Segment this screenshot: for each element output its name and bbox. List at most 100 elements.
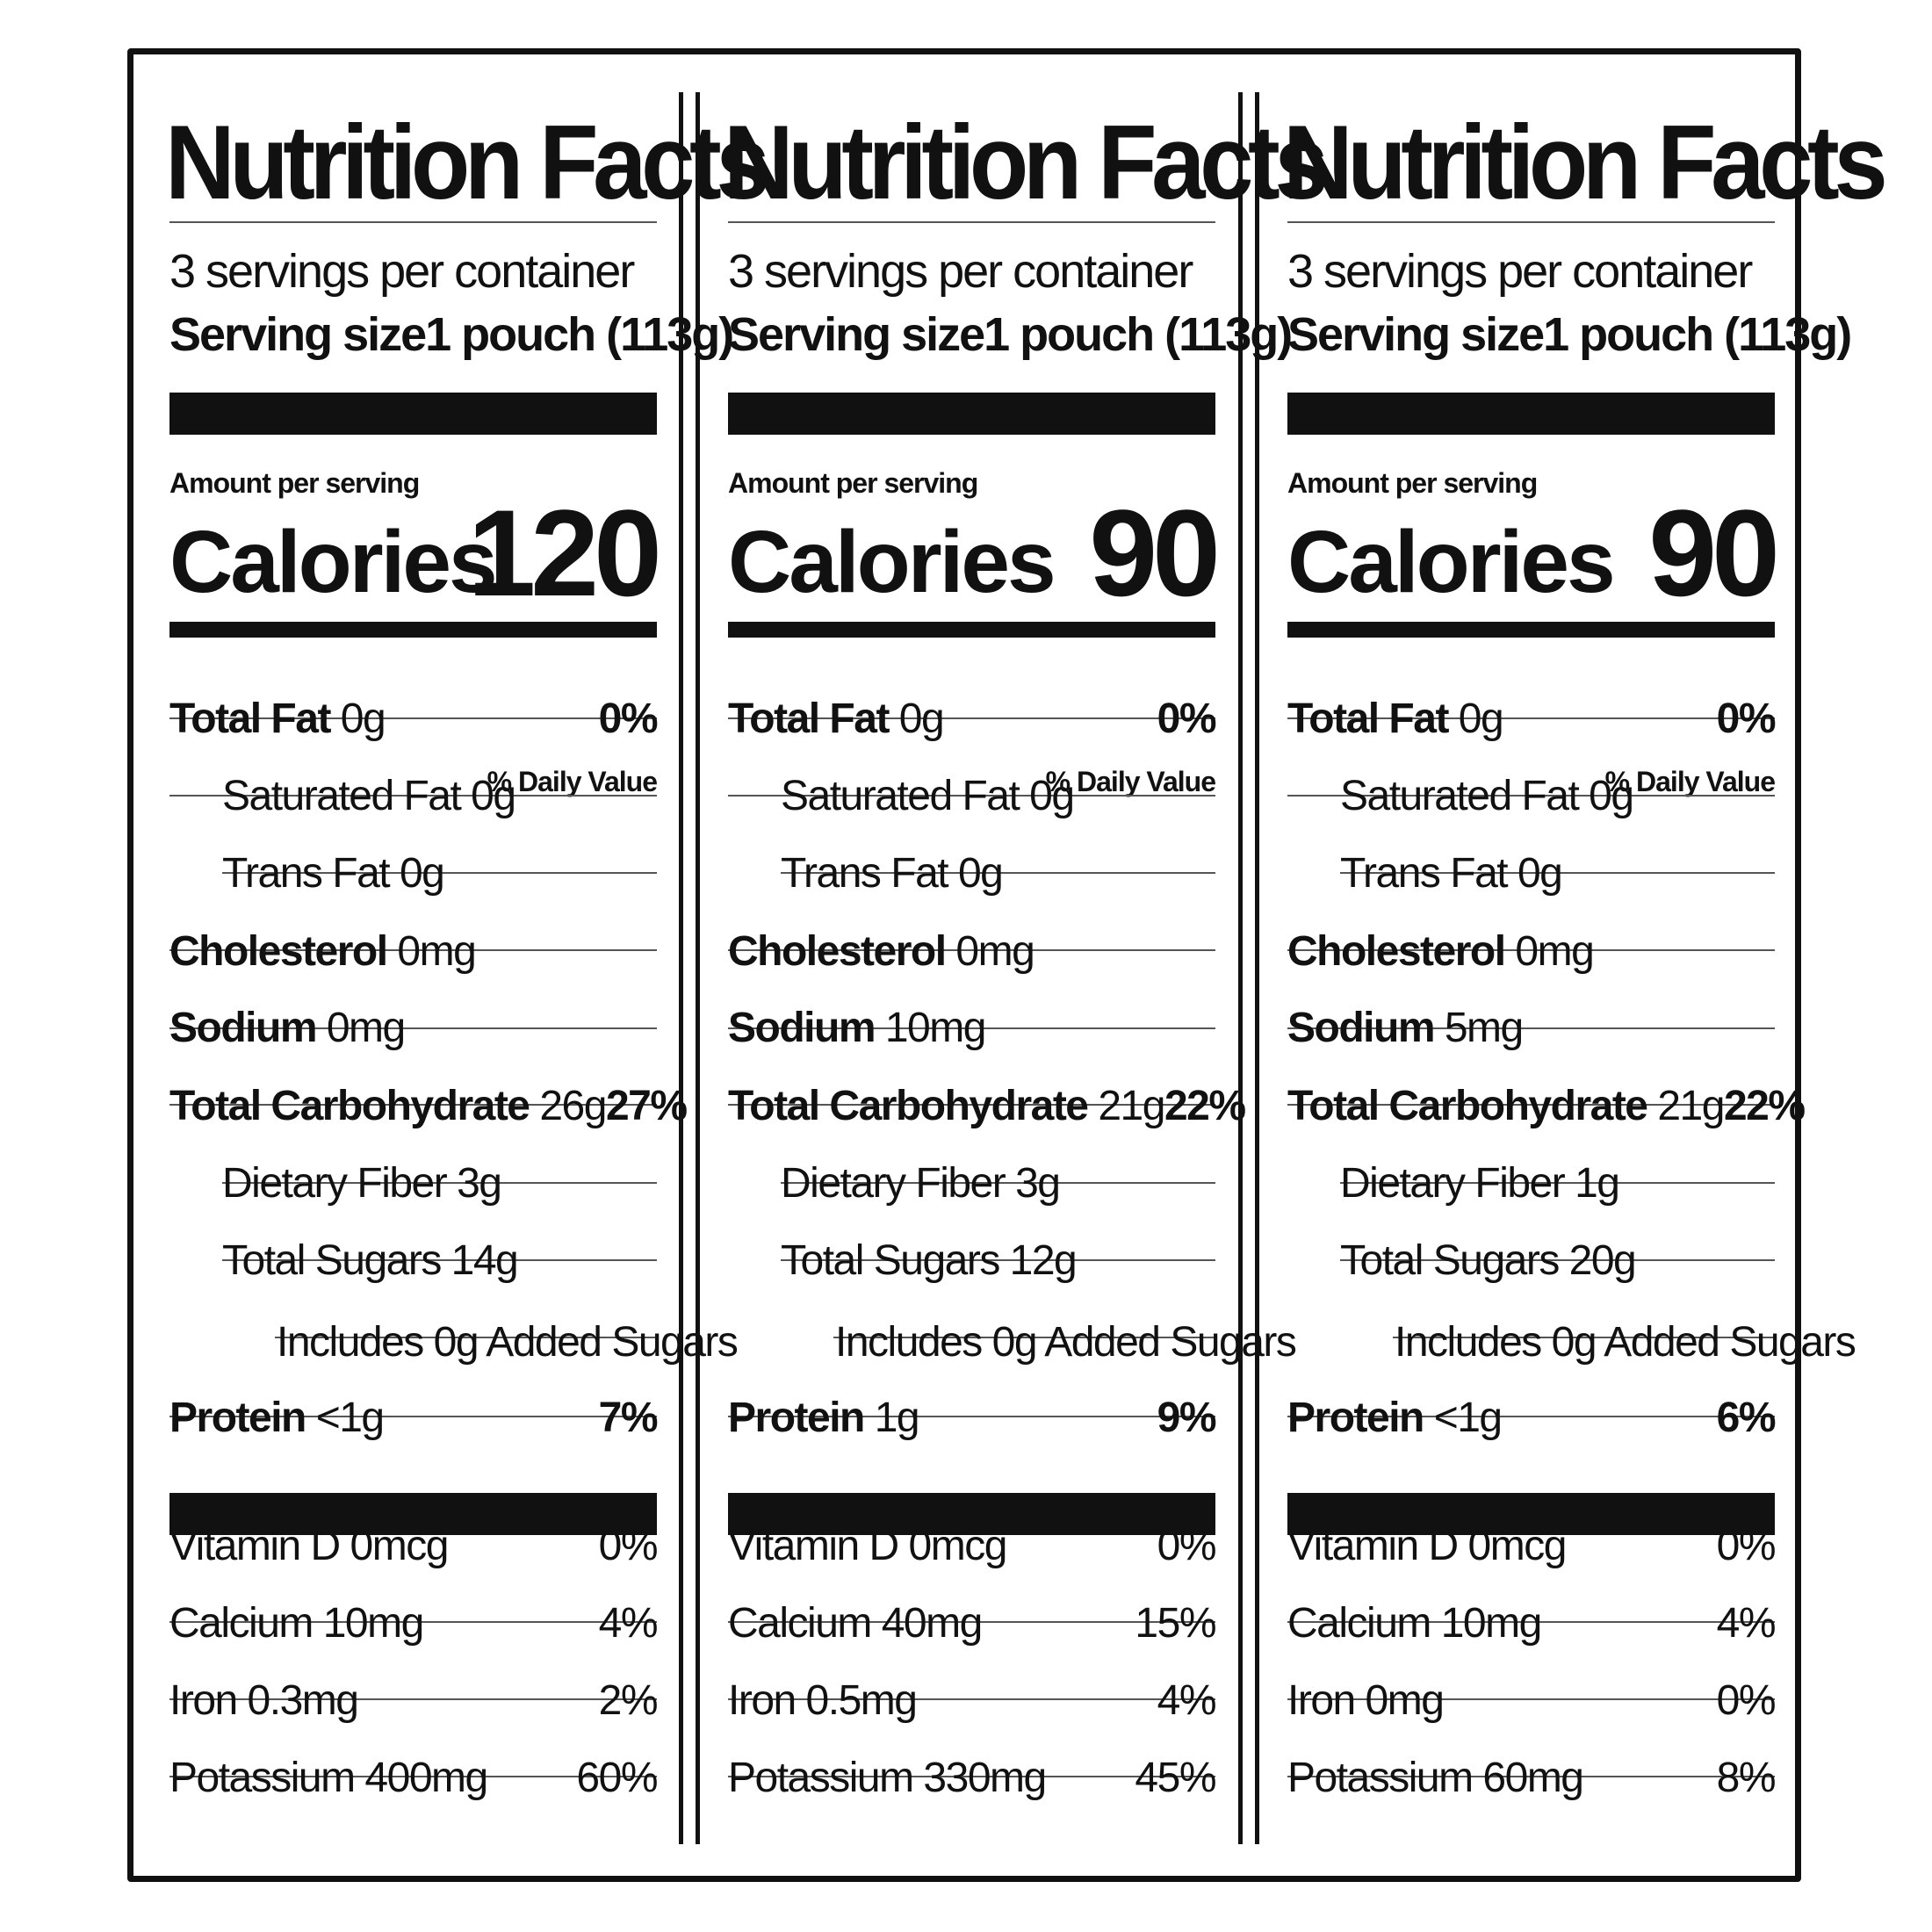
servings-per-container: 3 servings per container (169, 245, 635, 298)
serving-size-label: Serving size (169, 308, 427, 361)
row-divider (728, 795, 1215, 797)
nutrient-label: Total Sugars 14g (222, 1236, 519, 1284)
daily-value-percent: 0% (598, 695, 659, 742)
row-divider (1287, 795, 1775, 797)
nutrient-name: Cholesterol (728, 927, 947, 975)
row-divider (1287, 1416, 1775, 1417)
row-divider (728, 1027, 1215, 1029)
nutrient-row-fiber: Dietary Fiber 3g (169, 1144, 657, 1222)
serving-size-value: 1 pouch (113g) (984, 308, 1293, 361)
daily-value-header: % Daily Value (1045, 766, 1216, 797)
row-divider (169, 1027, 657, 1029)
nutrient-label: Includes 0g Added Sugars (277, 1318, 739, 1366)
nutrient-row-cholesterol: Cholesterol 0mg (1287, 912, 1775, 990)
nutrient-row-total-fat: Total Fat 0g 0% (1287, 680, 1777, 757)
daily-value-percent: 27% (605, 1082, 688, 1129)
daily-value-percent: 60% (576, 1754, 658, 1801)
thick-rule (728, 393, 1215, 435)
daily-value-percent: 4% (1716, 1599, 1777, 1647)
nutrient-row-calcium: Calcium 40mg 15% (728, 1584, 1216, 1662)
label-frame (127, 48, 1801, 1882)
nutrient-label: Total Sugars 20g (1340, 1236, 1637, 1284)
nutrient-label: Cholesterol 0mg (169, 927, 477, 976)
row-divider (275, 1337, 657, 1338)
nutrient-label: Sodium 10mg (728, 1004, 986, 1052)
nutrition-facts-panel: Nutrition Facts 3 servings per container … (724, 105, 1329, 1844)
row-divider (728, 949, 1215, 951)
nutrient-label: Trans Fat 0g (1340, 849, 1563, 897)
nutrient-row-trans-fat: Trans Fat 0g (1287, 834, 1775, 912)
nutrient-row-protein: Protein <1g 6% (1287, 1379, 1777, 1456)
calories-value: 120 (467, 484, 662, 622)
nutrient-row-sodium: Sodium 0mg (169, 989, 657, 1066)
calories-value: 90 (1089, 484, 1221, 622)
daily-value-percent: 7% (598, 1394, 659, 1441)
nutrient-row-potassium: Potassium 330mg 45% (728, 1739, 1216, 1816)
daily-value-percent: 15% (1135, 1599, 1216, 1647)
thick-rule (169, 393, 657, 435)
panel-divider (1238, 92, 1259, 1844)
row-divider (728, 1776, 1215, 1777)
nutrient-row-sodium: Sodium 5mg (1287, 989, 1775, 1066)
nutrient-label: Calcium 10mg (1287, 1599, 1542, 1647)
nutrient-label: Trans Fat 0g (781, 849, 1004, 897)
nutrient-row-total-carb: Total Carbohydrate 21g 22% (728, 1067, 1246, 1144)
nutrient-row-potassium: Potassium 60mg 8% (1287, 1739, 1777, 1816)
serving-size-label: Serving size (728, 308, 985, 361)
daily-value-percent: 0% (598, 1522, 659, 1569)
rule (1287, 221, 1775, 223)
calories-label: Calories (728, 513, 1056, 611)
serving-size-value: 1 pouch (113g) (425, 308, 734, 361)
nutrient-label: Calcium 40mg (728, 1599, 983, 1647)
nutrient-amount: 1g (874, 1394, 920, 1441)
daily-value-percent: 9% (1157, 1394, 1217, 1441)
daily-value-percent: 0% (1716, 695, 1777, 742)
nutrient-label: Includes 0g Added Sugars (1395, 1318, 1856, 1366)
panel-title: Nutrition Facts (165, 104, 770, 221)
nutrient-label: Vitamin D 0mcg (1287, 1522, 1567, 1569)
row-divider (781, 1259, 1215, 1261)
nutrient-amount: 21g (1657, 1082, 1725, 1129)
nutrient-label: Calcium 10mg (169, 1599, 424, 1647)
row-divider (222, 1259, 657, 1261)
row-divider (728, 1104, 1215, 1106)
nutrient-amount: 0g (340, 695, 386, 742)
nutrient-row-sugars: Total Sugars 14g (169, 1222, 657, 1299)
nutrient-amount: 0g (1458, 695, 1504, 742)
daily-value-percent: 4% (1157, 1676, 1217, 1724)
nutrient-row-calcium: Calcium 10mg 4% (169, 1584, 659, 1662)
row-divider (1340, 872, 1775, 874)
row-divider (222, 872, 657, 874)
servings-per-container: 3 servings per container (1287, 245, 1753, 298)
nutrient-row-protein: Protein <1g 7% (169, 1379, 659, 1456)
row-divider (169, 1776, 657, 1777)
nutrient-label: Total Fat 0g (169, 695, 386, 743)
nutrition-facts-panel: Nutrition Facts 3 servings per container … (1283, 105, 1888, 1844)
daily-value-header: % Daily Value (1604, 766, 1776, 797)
daily-value-percent: 4% (598, 1599, 659, 1647)
serving-size: Serving size 1 pouch (113g) (1287, 307, 1852, 362)
nutrient-row-total-fat: Total Fat 0g 0% (728, 680, 1217, 757)
nutrient-label: Potassium 330mg (728, 1754, 1047, 1801)
nutrient-row-added-sugars: Includes 0g Added Sugars (1287, 1303, 1856, 1381)
nutrient-label: Saturated Fat 0g (222, 772, 516, 819)
nutrient-row-trans-fat: Trans Fat 0g (728, 834, 1215, 912)
nutrient-label: Iron 0.3mg (169, 1676, 359, 1724)
nutrient-label: Dietary Fiber 3g (781, 1159, 1061, 1207)
nutrient-label: Vitamin D 0mcg (728, 1522, 1007, 1569)
nutrient-name: Cholesterol (169, 927, 388, 975)
daily-value-percent: 0% (1716, 1676, 1777, 1724)
nutrient-name: Protein (169, 1394, 306, 1441)
nutrient-label: Total Sugars 12g (781, 1236, 1078, 1284)
row-divider (1340, 1182, 1775, 1184)
nutrient-name: Sodium (169, 1004, 318, 1051)
nutrient-row-total-carb: Total Carbohydrate 21g 22% (1287, 1067, 1806, 1144)
nutrient-label: Cholesterol 0mg (728, 927, 1035, 976)
thick-rule (1287, 1493, 1775, 1535)
amount-per-serving: Amount per serving (1287, 467, 1538, 499)
nutrient-row-added-sugars: Includes 0g Added Sugars (169, 1303, 739, 1381)
rule (728, 221, 1215, 223)
nutrient-name: Protein (728, 1394, 865, 1441)
nutrient-label: Saturated Fat 0g (781, 772, 1075, 819)
nutrient-row-iron: Iron 0.3mg 2% (169, 1662, 659, 1739)
